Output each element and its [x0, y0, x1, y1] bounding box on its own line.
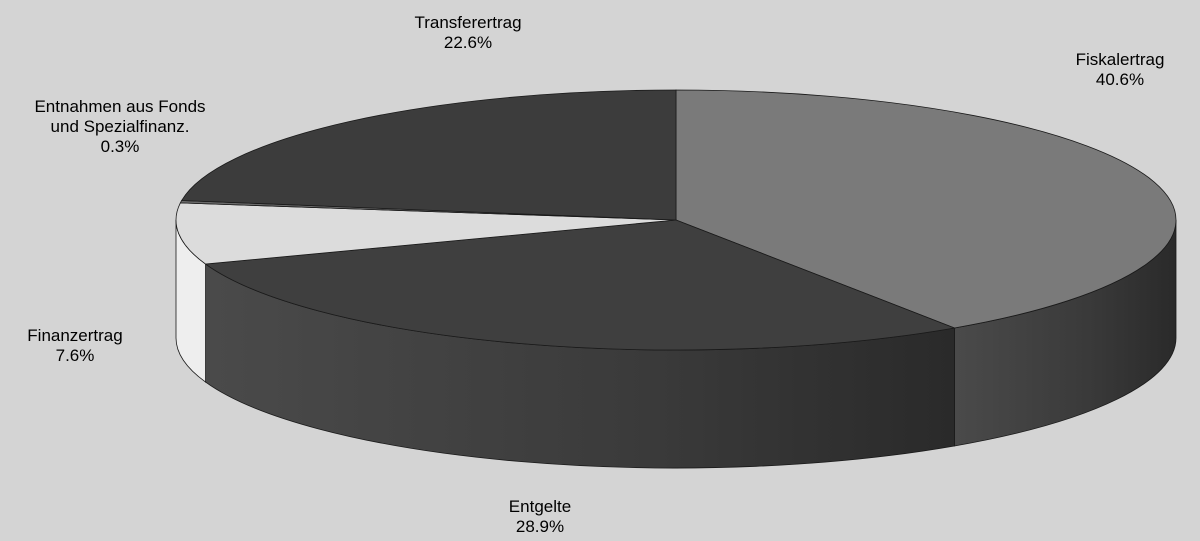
- slice-label-entgelte: Entgelte 28.9%: [485, 497, 595, 537]
- slice-percent: 22.6%: [443, 33, 493, 52]
- slice-percent: 28.9%: [515, 517, 565, 536]
- slice-name: Finanzertrag: [27, 326, 123, 345]
- slice-name: Fiskalertrag: [1075, 50, 1165, 69]
- slice-name: Transferertrag: [414, 13, 522, 32]
- slice-label-transferertrag: Transferertrag 22.6%: [383, 13, 553, 53]
- pie-slice-finanzertrag: [175, 202, 677, 265]
- slice-percent: 7.6%: [55, 346, 95, 365]
- pie-slice-entgelte: [204, 219, 956, 351]
- slice-percent: 0.3%: [100, 137, 140, 156]
- pie-slice-fiskalertrag: [675, 89, 1177, 329]
- slice-percent: 40.6%: [1095, 70, 1145, 89]
- slice-label-entnahmen: Entnahmen aus Fonds und Spezialfinanz. 0…: [0, 97, 240, 157]
- pie-slice-transferertrag: [180, 89, 677, 221]
- slice-name-line-1: Entnahmen aus Fonds: [34, 97, 206, 116]
- slice-name-line-2: und Spezialfinanz.: [50, 117, 190, 136]
- slice-label-fiskalertrag: Fiskalertrag 40.6%: [1050, 50, 1190, 90]
- slice-label-finanzertrag: Finanzertrag 7.6%: [5, 326, 145, 366]
- slice-name: Entgelte: [508, 497, 572, 516]
